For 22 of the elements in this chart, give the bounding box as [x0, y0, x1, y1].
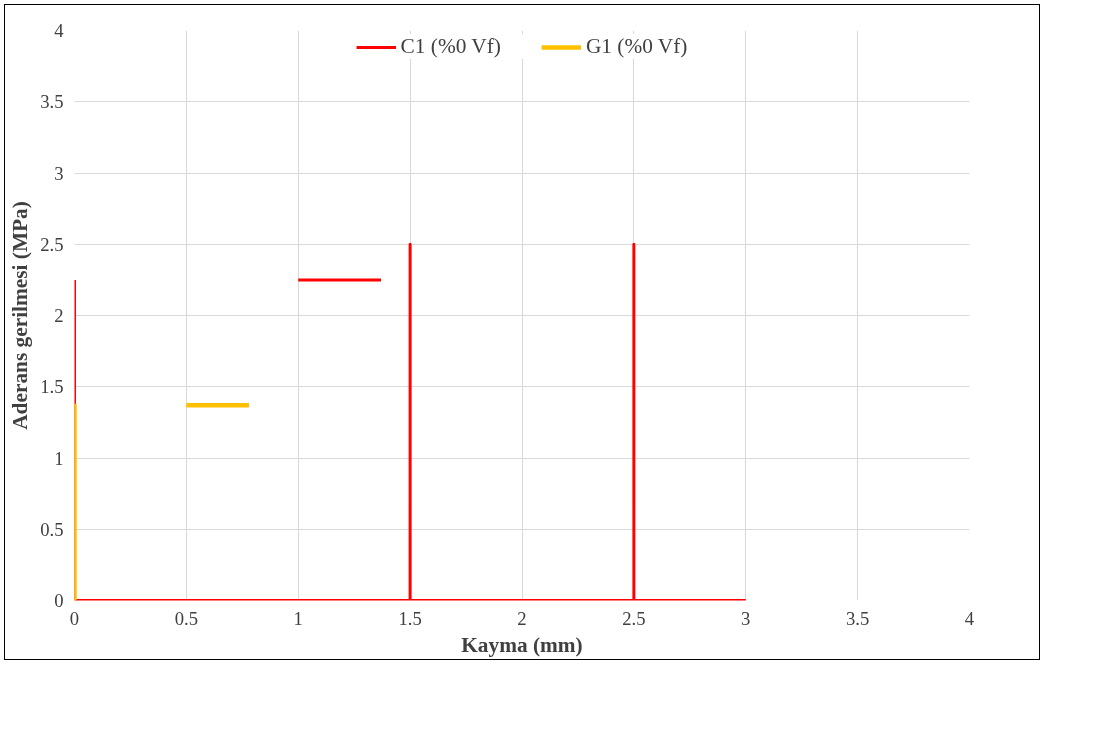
legend-label: G1 (%0 Vf) — [585, 34, 688, 59]
x-tick-label: 1 — [293, 607, 303, 629]
y-tick-label: 1 — [54, 447, 64, 469]
y-axis-title: Aderans gerilmesi (MPa) — [8, 201, 33, 430]
x-tick-label: 2.5 — [622, 607, 646, 629]
y-tick-label: 0 — [54, 590, 64, 611]
x-tick-label: 2 — [517, 607, 527, 629]
y-tick-label: 3 — [54, 162, 64, 184]
y-tick-label: 4 — [54, 20, 65, 41]
x-tick-label: 4 — [964, 607, 975, 629]
x-axis-title: Kayma (mm) — [461, 632, 583, 657]
x-tick-label: 0 — [69, 607, 80, 629]
x-tick-label: 1.5 — [398, 607, 422, 629]
y-tick-label: 0.5 — [40, 518, 64, 540]
x-tick-label: 0.5 — [174, 607, 199, 629]
y-tick-label: 3.5 — [40, 91, 64, 113]
y-tick-label: 2.5 — [40, 233, 64, 255]
legend-label: C1 (%0 Vf) — [400, 34, 501, 59]
y-tick-label: 2 — [54, 305, 64, 326]
x-tick-label: 3 — [741, 607, 751, 629]
x-tick-label: 3.5 — [845, 607, 870, 629]
y-tick-label: 1.5 — [40, 376, 64, 398]
